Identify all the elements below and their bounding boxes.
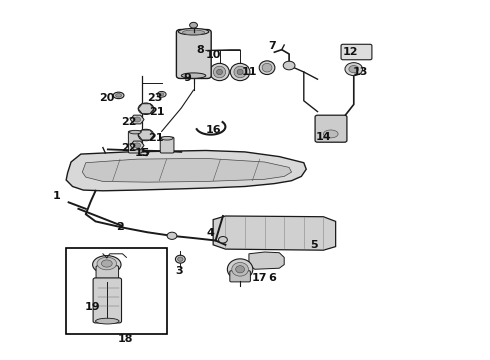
Ellipse shape xyxy=(210,63,229,81)
Text: 21: 21 xyxy=(149,107,165,117)
Text: 8: 8 xyxy=(196,45,204,55)
Text: 12: 12 xyxy=(343,47,359,57)
PathPatch shape xyxy=(249,252,284,269)
Text: 3: 3 xyxy=(175,266,183,276)
Text: 17: 17 xyxy=(252,273,268,283)
Text: 10: 10 xyxy=(205,50,221,60)
Text: 2: 2 xyxy=(116,222,124,232)
FancyBboxPatch shape xyxy=(128,131,142,153)
Text: 15: 15 xyxy=(134,148,150,158)
Circle shape xyxy=(138,129,154,141)
Ellipse shape xyxy=(177,257,183,261)
Polygon shape xyxy=(138,104,154,114)
Text: 4: 4 xyxy=(207,228,215,238)
Ellipse shape xyxy=(237,69,243,75)
Circle shape xyxy=(134,117,141,122)
Ellipse shape xyxy=(232,262,248,276)
Text: 16: 16 xyxy=(205,125,221,135)
Ellipse shape xyxy=(101,260,112,267)
Ellipse shape xyxy=(214,66,225,78)
Bar xyxy=(66,248,167,334)
FancyBboxPatch shape xyxy=(93,278,122,323)
Ellipse shape xyxy=(116,94,122,97)
FancyBboxPatch shape xyxy=(160,137,174,153)
Ellipse shape xyxy=(178,28,209,35)
Text: 21: 21 xyxy=(148,132,164,143)
Text: 9: 9 xyxy=(183,73,191,84)
Ellipse shape xyxy=(113,92,124,99)
Circle shape xyxy=(190,22,197,28)
Ellipse shape xyxy=(181,73,206,78)
FancyBboxPatch shape xyxy=(341,44,372,60)
Text: 11: 11 xyxy=(242,67,258,77)
Text: 23: 23 xyxy=(147,93,162,103)
Polygon shape xyxy=(130,115,144,124)
Ellipse shape xyxy=(175,255,185,263)
FancyBboxPatch shape xyxy=(230,271,250,282)
FancyBboxPatch shape xyxy=(176,30,211,78)
PathPatch shape xyxy=(82,158,292,182)
Ellipse shape xyxy=(236,266,245,273)
FancyBboxPatch shape xyxy=(96,266,119,283)
Ellipse shape xyxy=(97,257,117,270)
Circle shape xyxy=(134,143,141,148)
PathPatch shape xyxy=(66,150,306,191)
Text: 19: 19 xyxy=(84,302,100,312)
Ellipse shape xyxy=(157,91,166,97)
Ellipse shape xyxy=(323,130,338,138)
Ellipse shape xyxy=(129,130,141,134)
Text: 6: 6 xyxy=(268,273,276,283)
FancyBboxPatch shape xyxy=(315,115,347,142)
Text: 18: 18 xyxy=(117,334,133,344)
Ellipse shape xyxy=(96,318,119,324)
Polygon shape xyxy=(130,141,144,150)
Ellipse shape xyxy=(217,69,222,75)
Text: 22: 22 xyxy=(121,143,136,153)
Circle shape xyxy=(283,61,295,70)
Ellipse shape xyxy=(259,61,275,75)
Ellipse shape xyxy=(234,66,246,78)
Ellipse shape xyxy=(182,30,205,35)
Text: 22: 22 xyxy=(122,117,137,127)
Ellipse shape xyxy=(159,93,164,96)
Circle shape xyxy=(142,105,150,112)
Circle shape xyxy=(345,63,363,76)
Ellipse shape xyxy=(93,256,121,274)
Text: 13: 13 xyxy=(352,67,368,77)
Circle shape xyxy=(142,132,150,138)
Circle shape xyxy=(349,66,359,73)
PathPatch shape xyxy=(213,216,336,250)
Ellipse shape xyxy=(227,259,253,280)
Ellipse shape xyxy=(230,63,250,81)
Circle shape xyxy=(167,232,177,239)
Circle shape xyxy=(219,237,227,243)
Text: 5: 5 xyxy=(310,240,318,250)
Ellipse shape xyxy=(161,136,173,140)
Polygon shape xyxy=(138,130,154,140)
Ellipse shape xyxy=(262,63,272,72)
Circle shape xyxy=(138,103,154,114)
Text: 20: 20 xyxy=(99,93,115,103)
Text: 1: 1 xyxy=(52,191,60,201)
Text: 14: 14 xyxy=(316,132,331,142)
Text: 7: 7 xyxy=(268,41,276,51)
